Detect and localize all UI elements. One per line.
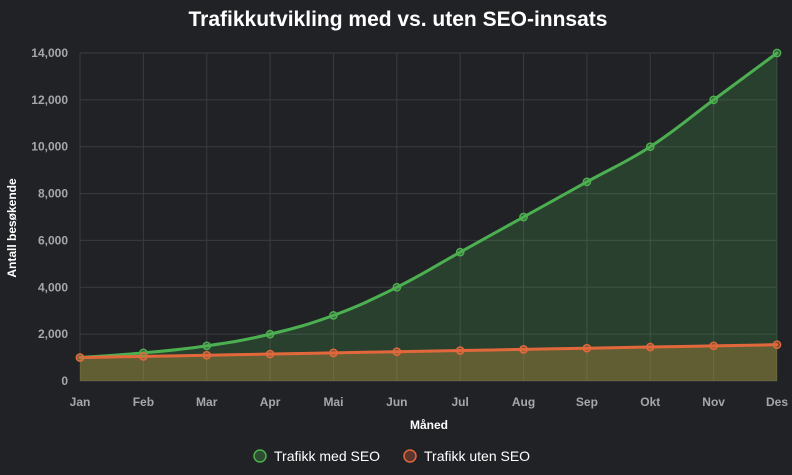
data-point[interactable] xyxy=(392,282,402,292)
y-tick-label: 4,000 xyxy=(38,280,68,294)
y-tick-label: 14,000 xyxy=(31,46,68,60)
data-point[interactable] xyxy=(519,345,528,354)
data-point[interactable] xyxy=(392,347,402,357)
y-tick-label: 0 xyxy=(61,374,68,388)
x-tick-label: Okt xyxy=(640,395,660,409)
y-tick-label: 2,000 xyxy=(38,327,68,341)
data-point[interactable] xyxy=(709,341,718,351)
y-tick-label: 12,000 xyxy=(31,93,68,107)
legend-marker[interactable] xyxy=(253,449,267,463)
series-area-2 xyxy=(80,344,777,381)
x-tick-label: Jan xyxy=(70,395,91,409)
series-area-fills xyxy=(80,53,777,381)
data-point[interactable] xyxy=(519,212,528,222)
data-point[interactable] xyxy=(202,341,212,351)
data-point[interactable] xyxy=(645,342,655,352)
data-point[interactable] xyxy=(645,142,655,152)
series-lines xyxy=(78,51,779,360)
x-tick-label: Nov xyxy=(702,395,725,409)
data-point[interactable] xyxy=(329,348,338,358)
y-axis-label: Antall besøkende xyxy=(5,178,19,278)
y-axis-ticks: 0 2,000 4,000 6,000 8,000 10,000 12,000 14,000 xyxy=(31,46,68,388)
x-axis-ticks: Jan Feb Mar Apr Mai Jun Jul Aug Sep Okt Nov Des xyxy=(70,395,789,409)
data-point[interactable] xyxy=(582,177,592,187)
x-tick-label: Aug xyxy=(512,395,535,409)
data-point[interactable] xyxy=(202,350,212,360)
x-tick-label: Feb xyxy=(133,395,154,409)
data-point[interactable] xyxy=(772,48,782,58)
data-point[interactable] xyxy=(772,340,782,350)
series-points xyxy=(75,48,782,362)
data-point[interactable] xyxy=(139,352,148,361)
legend-marker[interactable] xyxy=(403,449,417,463)
data-point[interactable] xyxy=(455,346,465,355)
x-tick-label: Mai xyxy=(323,395,343,409)
data-point[interactable] xyxy=(75,353,85,362)
y-tick-label: 8,000 xyxy=(38,187,68,201)
legend-label[interactable]: Trafikk med SEO xyxy=(274,448,380,464)
x-tick-label: Apr xyxy=(260,395,281,409)
data-point[interactable] xyxy=(329,311,338,320)
y-tick-label: 10,000 xyxy=(31,140,68,154)
grid-lines xyxy=(79,52,778,382)
x-tick-label: Des xyxy=(766,395,788,409)
data-point[interactable] xyxy=(455,247,465,257)
data-point[interactable] xyxy=(265,329,275,339)
series-line-2 xyxy=(78,343,779,360)
x-tick-label: Sep xyxy=(576,395,598,409)
x-tick-label: Jul xyxy=(452,395,469,409)
x-tick-label: Mar xyxy=(196,395,218,409)
data-point[interactable] xyxy=(709,95,718,105)
legend-label[interactable]: Trafikk uten SEO xyxy=(424,448,530,464)
series-line-1 xyxy=(78,51,779,360)
series-area-1 xyxy=(80,53,777,381)
legend: Trafikk med SEO Trafikk uten SEO xyxy=(253,448,530,464)
x-tick-label: Jun xyxy=(386,395,407,409)
x-axis-label: Måned xyxy=(410,418,448,432)
chart-title: Trafikkutvikling med vs. uten SEO-innsat… xyxy=(189,8,608,31)
data-point[interactable] xyxy=(265,349,275,359)
data-point[interactable] xyxy=(582,343,592,353)
y-tick-label: 6,000 xyxy=(38,233,68,247)
